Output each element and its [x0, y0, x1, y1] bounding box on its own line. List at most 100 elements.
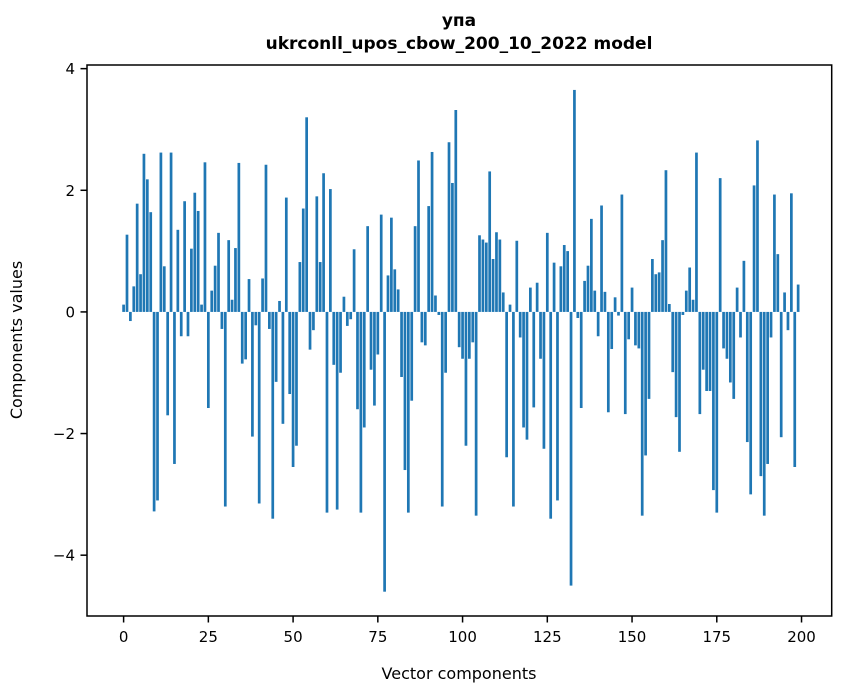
- bar: [257, 311, 261, 504]
- bar: [617, 311, 620, 316]
- bar: [440, 311, 444, 507]
- bar: [145, 179, 149, 312]
- x-tick-label: 150: [618, 628, 647, 646]
- bar: [176, 229, 180, 312]
- bar: [268, 311, 271, 329]
- bar: [325, 311, 329, 513]
- bar: [135, 203, 139, 312]
- bar: [647, 311, 651, 399]
- bar: [732, 311, 736, 399]
- bar: [549, 311, 553, 519]
- bar: [773, 194, 776, 312]
- bar: [684, 290, 688, 312]
- bar: [271, 311, 275, 519]
- bar: [179, 311, 183, 337]
- bar: [427, 206, 431, 312]
- bar: [196, 210, 200, 312]
- y-axis-label: Components values: [7, 261, 26, 419]
- chart-title: упа: [442, 11, 476, 31]
- bar: [695, 152, 698, 312]
- bar: [613, 297, 617, 312]
- bar: [237, 162, 241, 312]
- bar: [390, 217, 393, 312]
- bar: [529, 287, 532, 312]
- y-tick-label: 2: [65, 182, 75, 200]
- bar: [251, 311, 254, 437]
- bar: [515, 240, 519, 312]
- bar: [786, 311, 790, 331]
- bar: [600, 205, 603, 312]
- bar: [417, 160, 420, 312]
- bar: [383, 311, 386, 592]
- bar: [559, 266, 563, 312]
- bar: [342, 296, 346, 312]
- bar: [793, 311, 797, 467]
- y-tick-label: 4: [65, 60, 75, 78]
- bar: [190, 248, 193, 312]
- bar: [596, 311, 600, 337]
- bar: [488, 171, 492, 312]
- bar: [749, 311, 753, 495]
- bar: [444, 311, 447, 373]
- bar: [122, 304, 125, 312]
- bar: [393, 269, 397, 312]
- bar: [769, 311, 773, 338]
- bar: [193, 192, 197, 312]
- bar: [634, 311, 637, 346]
- bar: [447, 142, 451, 312]
- bar: [420, 311, 424, 343]
- bar: [295, 311, 298, 446]
- bar: [776, 254, 780, 312]
- bar: [142, 153, 146, 312]
- bar: [620, 194, 624, 312]
- bar: [576, 311, 580, 318]
- bar: [349, 311, 353, 320]
- bar: [701, 311, 705, 370]
- bar: [654, 274, 658, 312]
- bar: [318, 262, 322, 312]
- bar: [525, 311, 529, 440]
- bar: [291, 311, 295, 467]
- bar: [457, 311, 461, 348]
- bar: [532, 311, 536, 408]
- bar: [162, 266, 166, 312]
- bar: [200, 304, 203, 312]
- x-axis-label: Vector components: [382, 664, 537, 683]
- bar: [566, 251, 569, 312]
- x-tick-label: 25: [199, 628, 218, 646]
- bar: [583, 280, 586, 312]
- bar: [288, 311, 292, 395]
- bar: [210, 290, 214, 312]
- bar: [125, 234, 129, 312]
- bar: [423, 311, 427, 346]
- bar: [688, 267, 692, 312]
- bar: [674, 311, 678, 418]
- chart-subtitle: ukrconll_upos_cbow_200_10_2022 model: [266, 34, 653, 54]
- y-tick-label: 0: [65, 303, 75, 321]
- bar: [610, 311, 614, 350]
- bar: [542, 311, 546, 449]
- bar: [345, 311, 349, 326]
- bar: [590, 218, 593, 312]
- bar: [312, 311, 315, 331]
- bar: [671, 311, 675, 373]
- bar: [691, 299, 695, 312]
- bar: [166, 311, 170, 416]
- bar: [352, 249, 356, 312]
- bar: [430, 151, 434, 312]
- bar: [223, 311, 227, 507]
- bar: [386, 275, 390, 312]
- bar: [661, 240, 664, 312]
- bar: [230, 299, 234, 312]
- bar: [339, 311, 342, 373]
- bar: [356, 311, 359, 410]
- x-tick-label: 100: [448, 628, 477, 646]
- axis-ticks-group: [80, 67, 803, 623]
- bar: [183, 201, 186, 312]
- bar: [376, 311, 380, 355]
- bar: [240, 311, 244, 364]
- bars-group: [122, 89, 800, 592]
- bar: [783, 292, 786, 312]
- bar: [766, 311, 769, 464]
- bar: [481, 239, 485, 312]
